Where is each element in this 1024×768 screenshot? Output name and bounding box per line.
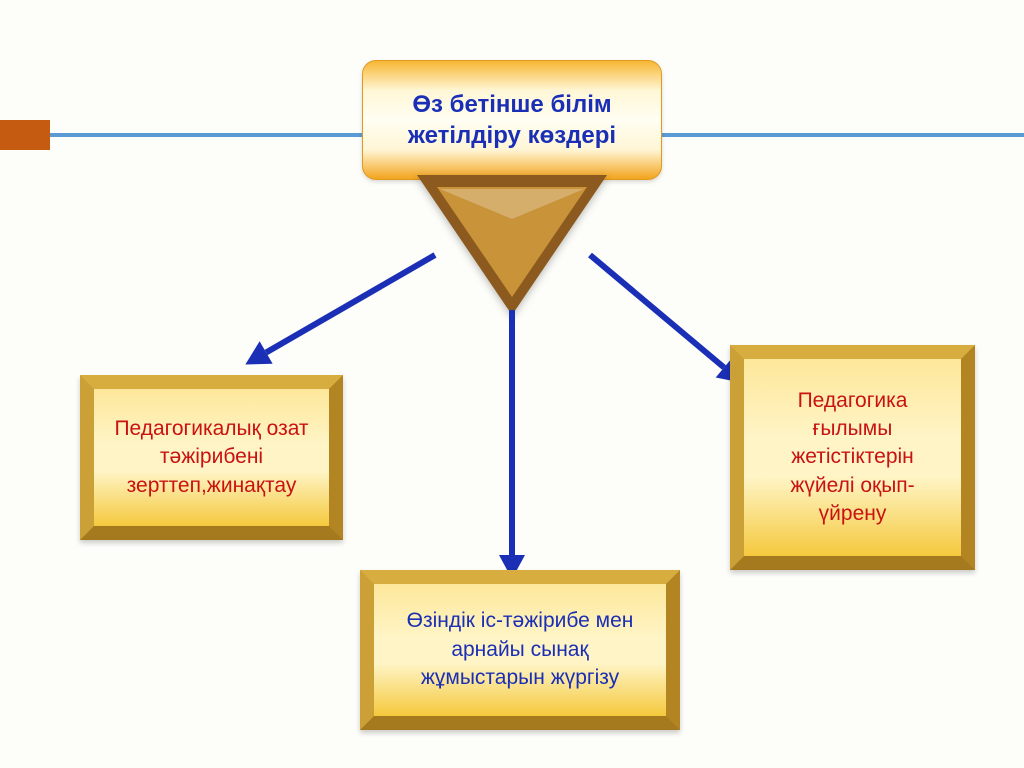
triangle-inner <box>437 187 587 297</box>
box-bottom-text: Өзіндік іс-тәжірибе мен арнайы сынақ жұм… <box>390 607 650 692</box>
box-bottom: Өзіндік іс-тәжірибе мен арнайы сынақ жұм… <box>360 570 680 730</box>
top-node: Өз бетінше білім жетілдіру көздері <box>362 60 662 180</box>
box-right-text: Педагогика ғылымы жетістіктерін жүйелі о… <box>760 387 945 529</box>
box-left-text: Педагогикалық озат тәжірибені зерттеп,жи… <box>110 415 313 500</box>
box-right: Педагогика ғылымы жетістіктерін жүйелі о… <box>730 345 975 570</box>
accent-bar <box>0 120 50 150</box>
top-node-text: Өз бетінше білім жетілдіру көздері <box>383 89 641 151</box>
triangle-connector <box>417 175 607 315</box>
box-left: Педагогикалық озат тәжірибені зерттеп,жи… <box>80 375 343 540</box>
